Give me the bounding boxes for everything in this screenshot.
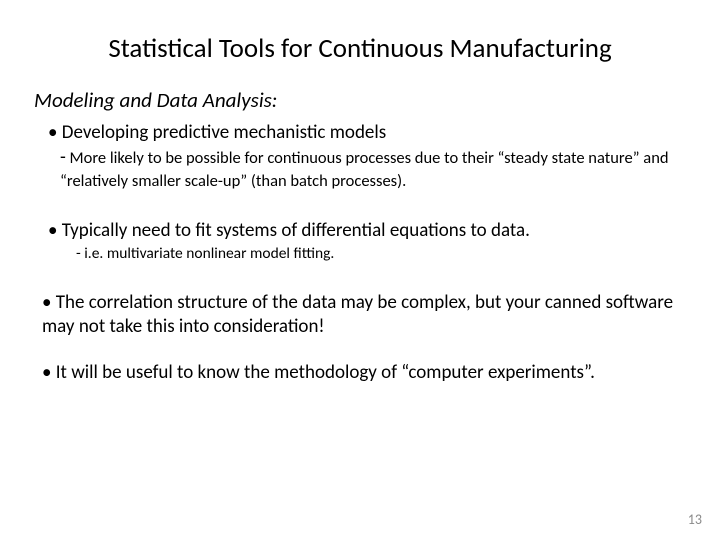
- bullet-item-3: The correlation structure of the data ma…: [42, 291, 686, 339]
- sub-bullet-1-text: More likely to be possible for continuou…: [60, 148, 669, 191]
- bullet-item-4: It will be useful to know the methodolog…: [42, 361, 686, 385]
- sub-bullet-1: - More likely to be possible for continu…: [60, 146, 686, 191]
- bullet-item-1: Developing predictive mechanistic models: [48, 121, 686, 144]
- bullet-item-2: Typically need to fit systems of differe…: [48, 219, 686, 242]
- page-number: 13: [688, 511, 702, 528]
- sub-bullet-2: - i.e. multivariate nonlinear model fitt…: [76, 244, 686, 263]
- section-subtitle: Modeling and Data Analysis:: [34, 87, 686, 113]
- slide-container: Statistical Tools for Continuous Manufac…: [0, 0, 720, 540]
- slide-title: Statistical Tools for Continuous Manufac…: [34, 32, 686, 65]
